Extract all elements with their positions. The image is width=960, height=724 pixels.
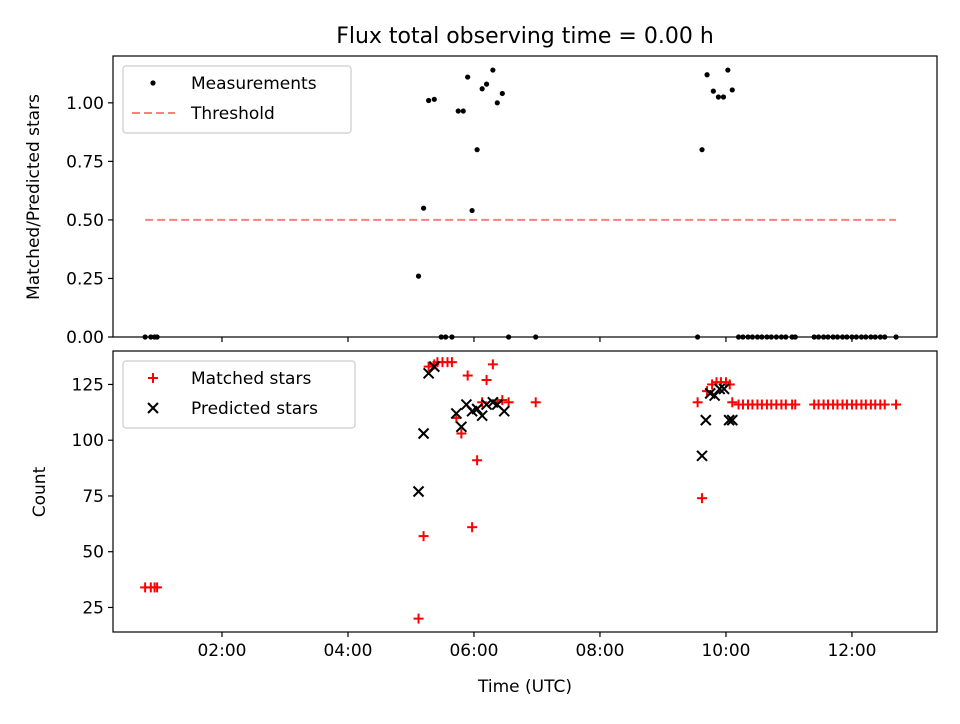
chart-title: Flux total observing time = 0.00 h <box>336 24 714 49</box>
matched-star-point <box>727 397 738 408</box>
predicted-star-point <box>498 405 510 417</box>
measurement-point <box>483 81 490 87</box>
measurement-point <box>479 86 485 92</box>
measurement-point <box>490 67 496 73</box>
matched-star-point <box>418 531 429 542</box>
matched-star-point <box>692 397 703 408</box>
x-tick-label: 04:00 <box>323 641 372 661</box>
bottom-panel: 25 50 75 100 125 02:00 04:00 06:00 08:00 10:00 12:… <box>72 350 938 661</box>
measurement-point <box>460 108 466 114</box>
predicted-star-point <box>450 407 463 420</box>
measurement-point <box>426 97 432 104</box>
matched-star-point <box>891 399 902 410</box>
y-tick-label: 50 <box>82 543 104 563</box>
matched-star-point <box>530 397 541 408</box>
matched-star-point <box>724 379 735 390</box>
y-tick-label: 0.25 <box>66 269 104 289</box>
legend: Matched stars Predicted stars <box>122 360 356 429</box>
y-tick-label: 0.00 <box>66 328 104 348</box>
plot-frame <box>112 55 938 338</box>
matched-star-point <box>467 522 478 533</box>
matched-star-point <box>423 361 434 372</box>
y-axis-label-bottom: Count <box>30 466 50 517</box>
y-tick-label: 100 <box>72 431 104 451</box>
top-panel: 0.00 0.25 0.50 0.75 1.00 Measurements Threshol… <box>66 55 938 348</box>
series-matched-stars <box>140 357 902 624</box>
predicted-star-point <box>718 383 730 395</box>
legend-label: Measurements <box>191 74 317 94</box>
measurement-point <box>710 88 716 94</box>
series-predicted-stars <box>412 360 738 498</box>
matched-star-point <box>487 359 498 370</box>
matched-star-point <box>879 399 890 410</box>
predicted-star-point <box>476 409 488 422</box>
measurement-point <box>465 74 471 80</box>
x-tick-label: 12:00 <box>827 641 876 661</box>
x-tick-label: 02:00 <box>197 641 246 661</box>
predicted-star-point <box>412 485 425 498</box>
legend-label: Threshold <box>190 104 275 124</box>
x-tick-label: 10:00 <box>701 641 750 661</box>
measurement-point <box>704 72 710 78</box>
y-tick-label: 1.00 <box>66 94 104 114</box>
measurement-point <box>469 207 475 214</box>
x-tick-label: 06:00 <box>449 641 498 661</box>
measurement-point <box>715 94 722 100</box>
y-tick-label: 75 <box>82 487 104 507</box>
predicted-star-point <box>480 398 493 411</box>
measurement-point <box>415 273 422 279</box>
measurement-point <box>455 108 461 114</box>
y-tick-label: 0.50 <box>66 211 104 231</box>
predicted-star-point <box>428 360 440 373</box>
predicted-star-point <box>455 421 468 433</box>
matched-star-point <box>697 493 708 504</box>
measurement-point <box>729 87 735 93</box>
measurement-point <box>431 96 437 102</box>
measurement-point <box>420 205 427 211</box>
predicted-star-point <box>726 414 738 426</box>
legend-label: Predicted stars <box>191 399 318 419</box>
legend-label: Matched stars <box>191 369 311 389</box>
x-tick-label: 08:00 <box>575 641 624 661</box>
matched-star-point <box>446 357 457 368</box>
matched-star-point <box>413 613 424 624</box>
x-axis-label: Time (UTC) <box>477 677 572 697</box>
y-tick-label: 125 <box>72 375 104 395</box>
matched-star-point <box>462 370 473 381</box>
measurement-point <box>474 147 480 153</box>
y-tick-label: 25 <box>82 598 104 618</box>
matched-star-point <box>456 428 467 439</box>
measurement-point <box>699 147 705 153</box>
measurement-point <box>725 67 731 73</box>
matched-star-point <box>472 455 483 466</box>
plot-frame <box>112 350 938 633</box>
y-axis-label-top: Matched/Predicted stars <box>24 94 44 300</box>
measurement-point <box>499 90 505 97</box>
y-tick-label: 0.75 <box>66 152 104 172</box>
measurement-point <box>494 100 500 106</box>
matched-star-point <box>152 582 163 593</box>
predicted-star-point <box>417 427 430 440</box>
measurement-point <box>720 94 727 100</box>
predicted-star-point <box>700 414 712 426</box>
predicted-star-point <box>696 450 708 462</box>
predicted-star-point <box>471 403 483 415</box>
matched-star-point <box>481 374 492 385</box>
matched-star-point <box>790 399 801 410</box>
predicted-star-point <box>713 383 726 395</box>
legend: Measurements Threshold <box>122 65 352 134</box>
predicted-star-point <box>708 389 721 402</box>
predicted-star-point <box>723 414 735 426</box>
